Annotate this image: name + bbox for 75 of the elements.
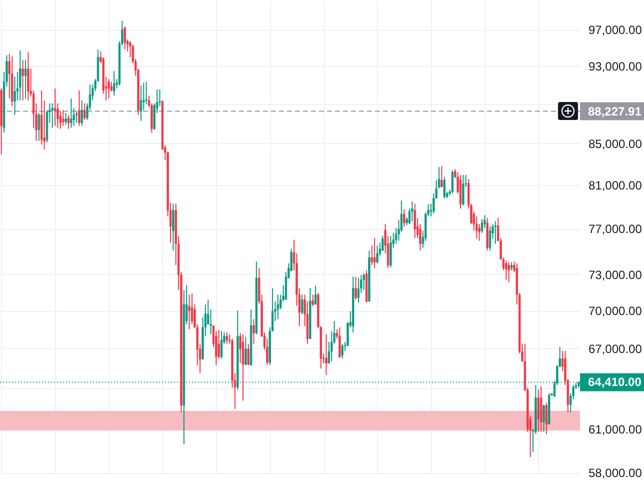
candlestick [80, 100, 83, 126]
ref-line-label: 88,227.91 [588, 104, 642, 118]
candlestick [325, 334, 328, 376]
y-tick-label: 61,000.00 [588, 422, 642, 437]
candlestick [190, 293, 194, 325]
candlestick [218, 329, 220, 360]
candlestick [390, 235, 392, 268]
candlestick [83, 102, 86, 120]
candlestick [443, 176, 446, 199]
candlestick [508, 262, 510, 283]
y-tick-label: 67,000.00 [588, 342, 642, 356]
candlestick [312, 294, 314, 307]
candlestick [38, 112, 40, 142]
candlestick [354, 276, 357, 300]
candlestick [488, 226, 492, 252]
candlestick [314, 285, 317, 305]
candlestick [220, 330, 223, 360]
candlestick [124, 26, 126, 50]
candlestick [338, 326, 341, 358]
candlestick [505, 260, 508, 280]
candlestick [414, 203, 416, 239]
ref-line-label: 64,410.00 [588, 375, 642, 390]
candlestick [440, 165, 443, 188]
y-tick-label: 70,000.00 [588, 304, 642, 318]
candlestick [480, 218, 484, 234]
candlestick [537, 389, 540, 432]
candlestick [27, 52, 30, 101]
candlestick [494, 220, 497, 244]
candlestick [70, 98, 72, 128]
candlestick [24, 59, 27, 99]
candlestick [188, 294, 190, 330]
candlestick [244, 336, 247, 366]
candlestick [75, 110, 78, 124]
candlestick [64, 112, 67, 126]
candlestick [14, 76, 16, 116]
y-tick-label: 93,000.00 [588, 59, 642, 74]
candlestick [226, 332, 228, 344]
candlestick [341, 343, 344, 360]
candlestick [376, 244, 378, 264]
candlestick [362, 272, 365, 290]
candlestick [462, 174, 464, 206]
candlestick [108, 78, 110, 99]
candlestick [54, 88, 56, 126]
y-tick-label: 81,000.00 [588, 178, 642, 192]
candlestick [242, 334, 244, 402]
candlestick [78, 90, 80, 126]
candlestick [247, 343, 250, 366]
candlestick [438, 166, 440, 190]
candlestick [284, 272, 288, 300]
candlestick [545, 402, 548, 435]
y-tick-label: 85,000.00 [588, 136, 642, 151]
candlestick [172, 203, 174, 252]
candlestick [373, 238, 376, 268]
y-tick-label: 58,000.00 [588, 466, 642, 480]
candlestick [542, 404, 545, 432]
candlestick [62, 110, 64, 126]
candlestick [51, 102, 54, 128]
candlestick [252, 318, 255, 344]
candlestick [140, 85, 142, 122]
candlestick [22, 59, 24, 101]
candlestick [67, 114, 70, 130]
candlestick [113, 70, 116, 96]
candlestick [411, 201, 414, 222]
y-tick-label: 97,000.00 [588, 23, 642, 38]
candlestick [476, 216, 478, 240]
candlestick [432, 192, 435, 214]
y-tick-label: 77,000.00 [588, 222, 642, 236]
candlestick [451, 170, 454, 194]
candlestick [403, 208, 406, 228]
candlestick [300, 294, 304, 315]
candlestick [357, 277, 360, 304]
candlestick [210, 308, 212, 335]
y-tick-label: 73,000.00 [588, 268, 642, 282]
candlestick [19, 50, 22, 101]
candlestick [276, 294, 280, 320]
